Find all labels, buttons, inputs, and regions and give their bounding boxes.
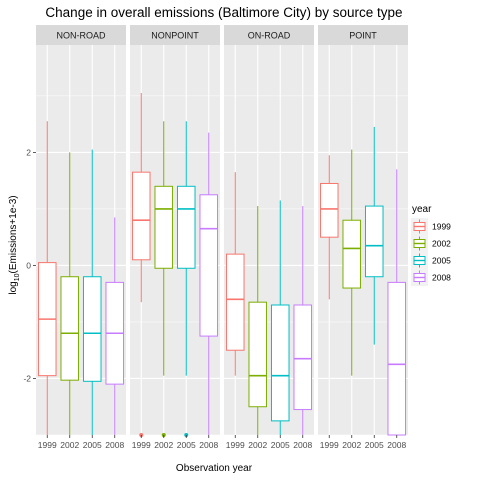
x-tick-label: 2008 — [105, 440, 124, 450]
box-body — [132, 172, 150, 260]
legend-item-2002: 2002 — [411, 235, 451, 252]
box-body — [249, 302, 267, 407]
x-tick-label: 2002 — [154, 440, 173, 450]
y-axis: 2 0 -2 — [23, 147, 36, 383]
strip-label: NON-ROAD — [57, 31, 106, 41]
strip-label: NONPOINT — [151, 31, 199, 41]
legend-label: 1999 — [432, 222, 451, 232]
x-axis-title: Observation year — [176, 463, 253, 474]
y-axis-title: log10(Emissions+1e-3) — [8, 195, 21, 294]
x-tick-label: 2005 — [83, 440, 102, 450]
x-tick-label: 2005 — [271, 440, 290, 450]
box-body — [155, 186, 173, 268]
x-tick-label: 1999 — [226, 440, 245, 450]
y-tick-label: -2 — [23, 373, 31, 383]
y-tick-label: 0 — [26, 260, 31, 270]
facet-non-road: NON-ROAD 1999 2002 2005 2008 — [36, 25, 126, 450]
box-body — [320, 183, 338, 237]
facet-nonpoint: NONPOINT 1999 2002 2005 2008 — [130, 25, 220, 450]
x-tick-label: 2005 — [177, 440, 196, 450]
x-tick-label: 2002 — [248, 440, 267, 450]
legend-item-2008: 2008 — [411, 269, 451, 286]
box-body — [83, 277, 101, 382]
box-body — [61, 277, 79, 380]
x-tick-label: 2008 — [293, 440, 312, 450]
box-body — [226, 254, 244, 350]
box-body — [388, 282, 406, 435]
box-body — [271, 305, 289, 421]
box-body — [200, 195, 218, 336]
facet-on-road: ON-ROAD 1999 2002 2005 2008 — [224, 25, 314, 450]
legend-item-1999: 1999 — [411, 218, 451, 235]
box-body — [294, 305, 312, 410]
facet-point: POINT 1999 2002 2005 2008 — [318, 25, 408, 450]
x-tick-label: 1999 — [320, 440, 339, 450]
x-tick-label: 2005 — [365, 440, 384, 450]
chart-title: Change in overall emissions (Baltimore C… — [45, 5, 402, 20]
box-body — [365, 206, 383, 277]
strip-label: POINT — [349, 31, 377, 41]
box-body — [343, 220, 361, 288]
legend-title: year — [412, 204, 432, 215]
x-tick-label: 1999 — [38, 440, 57, 450]
x-tick-label: 1999 — [132, 440, 151, 450]
x-tick-label: 2002 — [60, 440, 79, 450]
y-axis-title-sub: 10 — [14, 273, 21, 281]
strip-label: ON-ROAD — [248, 31, 291, 41]
x-tick-label: 2008 — [387, 440, 406, 450]
legend-label: 2008 — [432, 273, 451, 283]
y-axis-title-main: log — [8, 281, 19, 294]
legend-label: 2005 — [432, 256, 451, 266]
legend-item-2005: 2005 — [411, 252, 451, 269]
box-body — [177, 186, 195, 268]
x-tick-label: 2002 — [342, 440, 361, 450]
x-tick-label: 2008 — [199, 440, 218, 450]
y-axis-title-rest: (Emissions+1e-3) — [8, 195, 19, 273]
legend-label: 2002 — [432, 239, 451, 249]
y-tick-label: 2 — [26, 147, 31, 157]
